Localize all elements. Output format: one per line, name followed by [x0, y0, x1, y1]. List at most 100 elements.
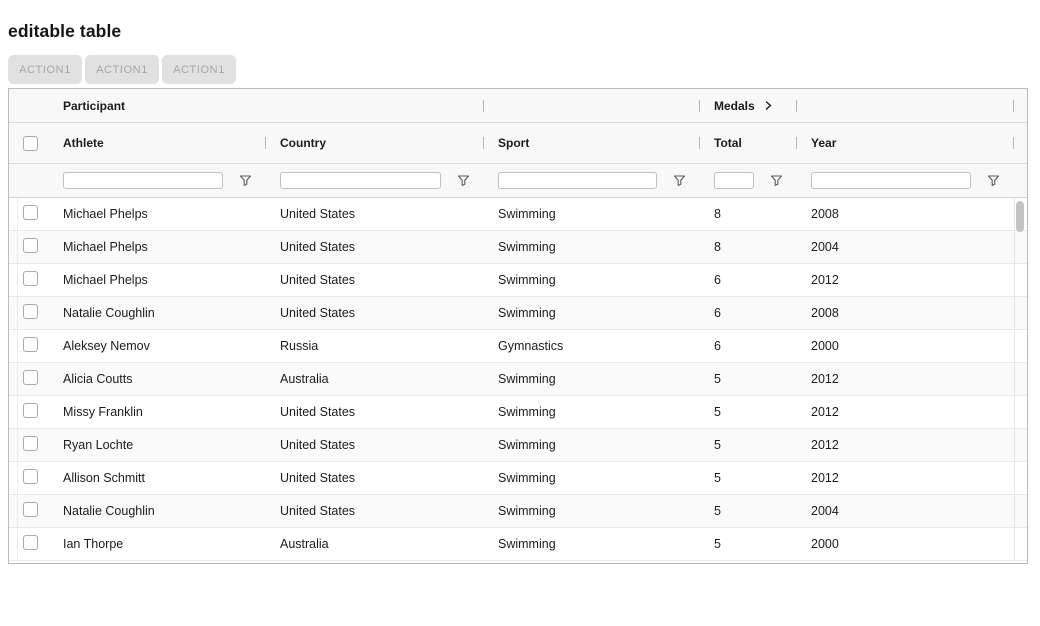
row-checkbox[interactable] [23, 304, 38, 319]
athlete-filter-input[interactable] [63, 172, 223, 189]
country-cell[interactable]: United States [280, 405, 356, 419]
year-cell[interactable]: 2012 [811, 372, 839, 386]
total-cell[interactable]: 8 [714, 240, 721, 254]
total-cell[interactable]: 5 [714, 372, 721, 386]
vertical-scrollbar-thumb[interactable] [1016, 201, 1024, 232]
athlete-cell[interactable]: Aleksey Nemov [63, 339, 150, 353]
row-checkbox[interactable] [23, 205, 38, 220]
athlete-cell[interactable]: Michael Phelps [63, 207, 148, 221]
year-cell[interactable]: 2000 [811, 339, 839, 353]
total-cell[interactable]: 6 [714, 339, 721, 353]
country-cell[interactable]: United States [280, 471, 356, 485]
table-row: Michael Phelps United States Swimming 8 … [9, 231, 1027, 264]
filter-funnel-icon[interactable] [457, 174, 470, 187]
total-cell[interactable]: 5 [714, 537, 721, 551]
row-checkbox[interactable] [23, 370, 38, 385]
sport-cell[interactable]: Swimming [498, 471, 556, 485]
sport-cell[interactable]: Gymnastics [498, 339, 564, 353]
action1-button-2[interactable]: ACTION1 [85, 55, 159, 84]
year-cell[interactable]: 2012 [811, 471, 839, 485]
sport-cell[interactable]: Swimming [498, 207, 556, 221]
country-cell[interactable]: United States [280, 207, 356, 221]
country-filter-input[interactable] [280, 172, 441, 189]
filter-funnel-icon[interactable] [239, 174, 252, 187]
column-group-header-row: Participant Medals [9, 89, 1027, 123]
column-header-sport[interactable]: Sport [484, 123, 700, 163]
row-checkbox[interactable] [23, 436, 38, 451]
filter-spacer-gutter [1014, 164, 1027, 197]
athlete-cell[interactable]: Ryan Lochte [63, 438, 134, 452]
table-row: Michael Phelps United States Swimming 6 … [9, 264, 1027, 297]
country-cell[interactable]: Russia [280, 339, 319, 353]
column-group-medals[interactable]: Medals [700, 89, 797, 122]
total-cell[interactable]: 8 [714, 207, 721, 221]
row-checkbox[interactable] [23, 469, 38, 484]
table-row: Natalie Coughlin United States Swimming … [9, 495, 1027, 528]
year-filter-input[interactable] [811, 172, 971, 189]
year-cell[interactable]: 2000 [811, 537, 839, 551]
year-cell[interactable]: 2008 [811, 306, 839, 320]
filter-funnel-icon[interactable] [673, 174, 686, 187]
athlete-cell[interactable]: Allison Schmitt [63, 471, 145, 485]
column-header-year[interactable]: Year [797, 123, 1014, 163]
country-cell[interactable]: Australia [280, 372, 329, 386]
action1-button-1[interactable]: ACTION1 [8, 55, 82, 84]
group-spacer-checkbox [9, 89, 49, 122]
column-header-total[interactable]: Total [700, 123, 797, 163]
action1-button-3[interactable]: ACTION1 [162, 55, 236, 84]
sport-filter-input[interactable] [498, 172, 657, 189]
country-cell[interactable]: United States [280, 273, 356, 287]
country-cell[interactable]: United States [280, 438, 356, 452]
athlete-cell[interactable]: Michael Phelps [63, 240, 148, 254]
row-checkbox[interactable] [23, 535, 38, 550]
row-checkbox[interactable] [23, 337, 38, 352]
select-all-checkbox[interactable] [23, 135, 38, 151]
athlete-cell[interactable]: Natalie Coughlin [63, 306, 155, 320]
total-cell[interactable]: 5 [714, 504, 721, 518]
total-cell[interactable]: 5 [714, 438, 721, 452]
filter-funnel-icon[interactable] [770, 174, 783, 187]
row-checkbox[interactable] [23, 403, 38, 418]
country-cell[interactable]: United States [280, 240, 356, 254]
sport-cell[interactable]: Swimming [498, 240, 556, 254]
athlete-header-label: Athlete [63, 136, 104, 150]
total-cell[interactable]: 6 [714, 306, 721, 320]
row-checkbox[interactable] [23, 238, 38, 253]
row-checkbox-cell [9, 502, 49, 520]
country-cell[interactable]: Australia [280, 537, 329, 551]
sport-cell[interactable]: Swimming [498, 372, 556, 386]
athlete-cell[interactable]: Michael Phelps [63, 273, 148, 287]
total-cell[interactable]: 6 [714, 273, 721, 287]
country-header-label: Country [280, 136, 326, 150]
chevron-right-icon[interactable] [764, 101, 773, 110]
athlete-cell[interactable]: Ian Thorpe [63, 537, 124, 551]
column-header-athlete[interactable]: Athlete [49, 123, 266, 163]
sport-cell[interactable]: Swimming [498, 504, 556, 518]
year-cell[interactable]: 2004 [811, 240, 839, 254]
athlete-cell[interactable]: Natalie Coughlin [63, 504, 155, 518]
athlete-cell[interactable]: Missy Franklin [63, 405, 143, 419]
sport-cell[interactable]: Swimming [498, 306, 556, 320]
filter-funnel-icon[interactable] [987, 174, 1000, 187]
total-filter-input[interactable] [714, 172, 754, 189]
year-cell[interactable]: 2012 [811, 438, 839, 452]
country-cell[interactable]: United States [280, 504, 356, 518]
athlete-cell[interactable]: Alicia Coutts [63, 372, 133, 386]
total-cell[interactable]: 5 [714, 471, 721, 485]
filter-spacer-checkbox [9, 164, 49, 197]
country-cell[interactable]: United States [280, 306, 356, 320]
sport-cell[interactable]: Swimming [498, 405, 556, 419]
row-checkbox[interactable] [23, 271, 38, 286]
sport-cell[interactable]: Swimming [498, 438, 556, 452]
year-cell[interactable]: 2012 [811, 273, 839, 287]
column-header-country[interactable]: Country [266, 123, 484, 163]
row-checkbox[interactable] [23, 502, 38, 517]
total-cell[interactable]: 5 [714, 405, 721, 419]
year-cell[interactable]: 2004 [811, 504, 839, 518]
sport-cell[interactable]: Swimming [498, 273, 556, 287]
year-cell[interactable]: 2012 [811, 405, 839, 419]
year-header-label: Year [811, 136, 837, 150]
sport-cell[interactable]: Swimming [498, 537, 556, 551]
group-spacer-gutter [1014, 89, 1028, 122]
year-cell[interactable]: 2008 [811, 207, 839, 221]
